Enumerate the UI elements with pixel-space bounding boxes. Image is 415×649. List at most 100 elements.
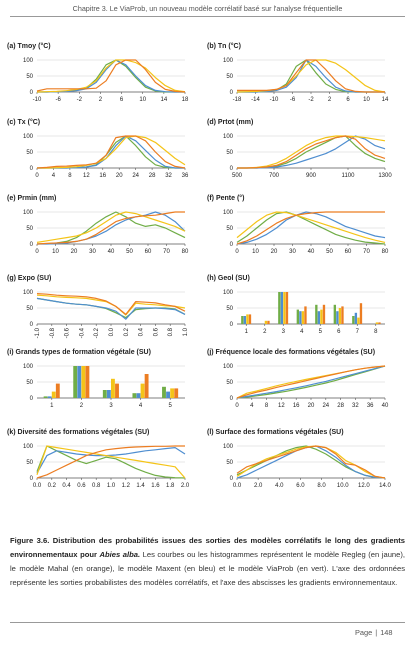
x-tick-label: 14 bbox=[161, 97, 168, 103]
y-tick-label: 100 bbox=[23, 364, 34, 370]
x-tick-label: 1.0 bbox=[183, 327, 189, 336]
x-tick-label: 12 bbox=[83, 173, 90, 179]
y-tick-label: 100 bbox=[223, 290, 234, 296]
y-tick-label: 100 bbox=[23, 210, 34, 216]
line-mahal bbox=[36, 293, 186, 315]
x-tick-label: 24 bbox=[132, 173, 139, 179]
bar-regleg bbox=[338, 308, 342, 324]
bar-viaprob bbox=[278, 292, 281, 324]
bar-maxent bbox=[354, 312, 358, 324]
bar-maxent bbox=[136, 393, 141, 398]
x-tick-label: 0 bbox=[35, 249, 39, 255]
line-regleg bbox=[236, 211, 386, 243]
line-mahal bbox=[36, 135, 186, 169]
x-tick-label: 0.0 bbox=[233, 483, 242, 489]
x-tick-label: 0.6 bbox=[77, 483, 86, 489]
x-tick-label: 12 bbox=[278, 403, 285, 409]
y-tick-label: 100 bbox=[23, 290, 34, 296]
x-tick-label: 0.0 bbox=[109, 327, 115, 336]
panel-c: (c) Tx (°C) 0 50 100 0 4 8 12 16 20 24 28 32 36 bbox=[7, 118, 189, 179]
running-header: Chapitre 3. Le ViaProb, un nouveau modèl… bbox=[72, 4, 343, 13]
panel-e: (e) Prmin (mm) 0 50 100 0 10 20 30 40 50 60 70 80 bbox=[7, 195, 189, 255]
x-tick-label: 10 bbox=[363, 97, 370, 103]
bar-viaprob bbox=[241, 316, 244, 324]
x-tick-label: 0.4 bbox=[62, 483, 71, 489]
panel-i: (i) Grands types de formation végétale (… bbox=[7, 349, 185, 409]
bar-viaprob bbox=[162, 386, 166, 398]
bar-regleg bbox=[375, 322, 379, 324]
line-regleg bbox=[36, 59, 186, 93]
y-tick-label: 100 bbox=[223, 134, 234, 140]
x-tick-label: 0.0 bbox=[33, 483, 42, 489]
x-tick-label: 1.4 bbox=[136, 483, 145, 489]
x-tick-label: 16 bbox=[293, 403, 300, 409]
x-tick-label: 0.6 bbox=[153, 327, 159, 336]
line-regleg bbox=[37, 135, 186, 169]
x-tick-label: 1.2 bbox=[122, 483, 131, 489]
x-tick-label: 0 bbox=[35, 173, 39, 179]
x-tick-label: 24 bbox=[322, 403, 329, 409]
panel-title: (k) Diversité des formations végétales (… bbox=[7, 429, 149, 436]
y-tick-label: 0 bbox=[230, 322, 234, 328]
bar-viaprob bbox=[333, 304, 337, 324]
panel-title: (l) Surface des formations végétales (SU… bbox=[207, 429, 344, 436]
x-tick-label: 1100 bbox=[342, 173, 356, 179]
x-tick-label: 4 bbox=[300, 329, 304, 335]
bar-maxent bbox=[299, 311, 302, 324]
figure-caption: Figure 3.6. Distribution des probabilité… bbox=[10, 534, 405, 590]
x-tick-label: 30 bbox=[289, 249, 296, 255]
x-tick-label: 2 bbox=[80, 403, 84, 409]
bar-maxent bbox=[77, 366, 82, 398]
y-tick-label: 50 bbox=[226, 460, 233, 466]
line-mahal bbox=[237, 135, 386, 169]
caption-text: Les courbes ou les histogrammes représen… bbox=[10, 550, 406, 587]
x-tick-label: 70 bbox=[163, 249, 170, 255]
x-tick-label: 36 bbox=[182, 173, 189, 179]
x-tick-label: 4.0 bbox=[275, 483, 284, 489]
panel-title: (j) Fréquence locale des formations végé… bbox=[207, 349, 375, 356]
y-tick-label: 0 bbox=[30, 396, 34, 402]
bar-regleg bbox=[246, 314, 249, 324]
y-tick-label: 0 bbox=[230, 166, 234, 172]
y-tick-label: 50 bbox=[26, 306, 33, 312]
y-tick-label: 50 bbox=[26, 74, 33, 80]
panel-f: (f) Pente (°) 0 50 100 0 10 20 30 40 50 60 70 80 bbox=[207, 194, 389, 255]
bar-mahal bbox=[248, 314, 252, 324]
x-tick-label: 1300 bbox=[378, 173, 392, 179]
bar-regleg bbox=[357, 317, 360, 324]
line-regleg bbox=[36, 445, 186, 479]
x-tick-label: 0.2 bbox=[48, 483, 57, 489]
x-tick-label: 1.0 bbox=[107, 483, 116, 489]
x-tick-label: 6 bbox=[120, 97, 124, 103]
bar-maxent bbox=[106, 390, 111, 398]
panel-a: (a) Tmoy (°C) 0 50 100 -10 -6 -2 2 6 10 14 18 bbox=[7, 42, 189, 103]
x-tick-label: 40 bbox=[108, 249, 115, 255]
line-regleg bbox=[236, 59, 386, 93]
y-tick-label: 100 bbox=[223, 210, 234, 216]
bar-maxent bbox=[47, 396, 52, 398]
bar-mahal bbox=[378, 322, 381, 324]
x-tick-label: 10.0 bbox=[337, 483, 349, 489]
x-tick-label: -6 bbox=[290, 97, 296, 103]
x-tick-label: 1 bbox=[245, 329, 249, 335]
x-tick-label: 28 bbox=[149, 173, 156, 179]
x-tick-label: 700 bbox=[269, 173, 280, 179]
x-tick-label: -0.2 bbox=[94, 327, 100, 338]
line-maxent bbox=[236, 365, 386, 399]
x-tick-label: 5 bbox=[319, 329, 323, 335]
x-tick-label: -1.0 bbox=[35, 327, 41, 338]
x-tick-label: 40 bbox=[382, 403, 389, 409]
bar-maxent bbox=[280, 292, 284, 324]
line-mahal bbox=[236, 211, 385, 245]
y-tick-label: 50 bbox=[226, 226, 233, 232]
y-tick-label: 0 bbox=[230, 396, 234, 402]
y-tick-label: 0 bbox=[230, 476, 234, 482]
x-tick-label: 50 bbox=[126, 249, 133, 255]
bar-regleg bbox=[111, 378, 115, 398]
line-mahal bbox=[36, 59, 186, 93]
x-tick-label: 2.0 bbox=[254, 483, 263, 489]
x-tick-label: 12.0 bbox=[358, 483, 370, 489]
y-tick-label: 0 bbox=[30, 166, 34, 172]
y-tick-label: 100 bbox=[23, 58, 34, 64]
line-regleg bbox=[36, 211, 186, 243]
